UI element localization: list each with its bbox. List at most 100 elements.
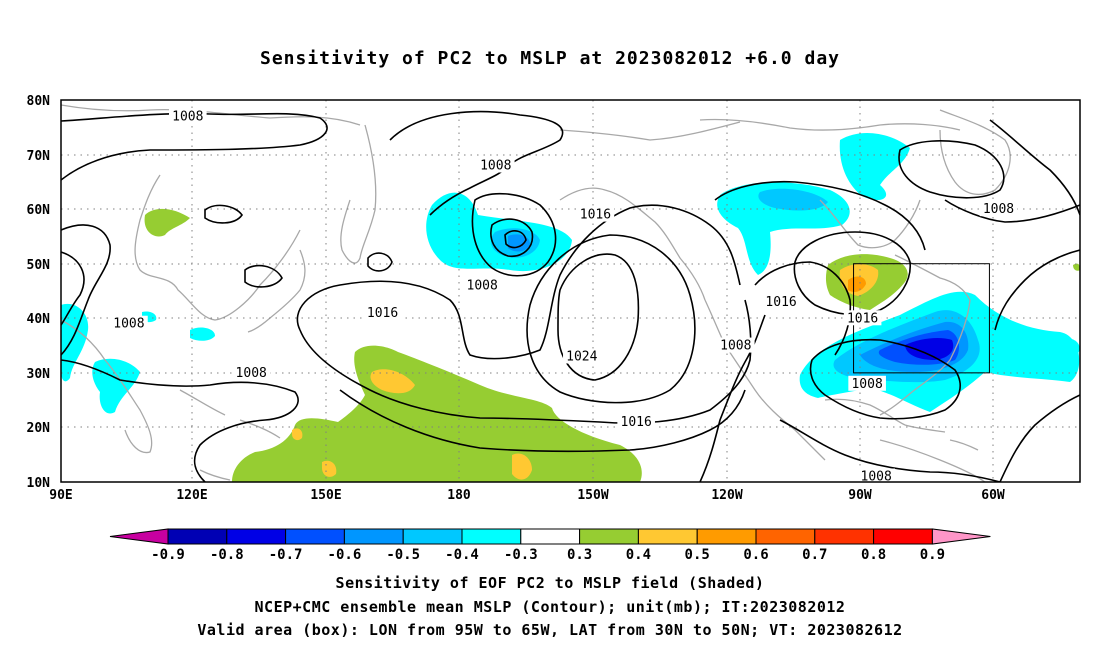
colorbar-swatch: [755, 528, 816, 545]
colorbar-swatch: [343, 528, 404, 545]
coast-alaska: [559, 187, 706, 301]
contour-label-bg: [979, 201, 1018, 217]
shade-pos-pacific-yellow4: [292, 428, 303, 441]
contour-1008-asia-loop: [204, 204, 243, 224]
contour-1016-atlantic-high: [999, 394, 1080, 482]
contour-label-bg: [717, 337, 755, 353]
colorbar-label: 0.6: [743, 547, 768, 563]
contour-label: 1008: [467, 279, 498, 294]
lat-label: 60N: [27, 203, 51, 218]
colorbar-swatch: [873, 528, 933, 545]
coast-asia-east: [134, 174, 301, 321]
coast-na-west: [704, 299, 826, 461]
caption-valid-area: Valid area (box): LON from 95W to 65W, L…: [197, 621, 903, 639]
contour-label-bg: [463, 277, 501, 293]
colorbar-swatch: [226, 528, 287, 545]
colorbar-label: -0.5: [386, 547, 420, 563]
contour-label: 1008: [236, 366, 267, 381]
contour-label-bg: [476, 157, 515, 173]
colorbar-label: -0.9: [151, 547, 185, 563]
plot-title: Sensitivity of PC2 to MSLP at 2023082012…: [259, 48, 840, 69]
contour-1016-canada: [754, 261, 852, 356]
contour-label: 1008: [172, 109, 203, 124]
colorbar-low-arrow: [109, 528, 169, 545]
contour-label: 1008: [983, 202, 1014, 217]
coast-asia-north: [61, 104, 361, 126]
longitude-labels: 90E 120E 150E 180 150W 120W 90W 60W: [49, 488, 1005, 503]
contour-1016-npacific2: [299, 299, 752, 424]
caption-contour: NCEP+CMC ensemble mean MSLP (Contour); u…: [254, 598, 846, 616]
coast-islands: [179, 389, 281, 481]
contour-label: 1016: [621, 415, 652, 430]
colorbar-swatch: [520, 528, 581, 545]
contour-1008-gulf: [809, 338, 961, 420]
lon-label: 180: [447, 488, 471, 503]
contour-label-bg: [617, 413, 655, 429]
coast-caribbean: [904, 424, 979, 451]
shade-neg-east: [1060, 338, 1080, 356]
contour-label-bg: [169, 108, 207, 124]
colorbar-label: 0.3: [567, 547, 592, 563]
contour-1008-greenland-loop: [898, 140, 1005, 199]
lat-label: 70N: [27, 149, 51, 164]
coastlines: [61, 104, 1011, 482]
contour-1024-high: [557, 253, 640, 381]
colorbar: -0.9 -0.8 -0.7 -0.6 -0.5 -0.4 -0.3 0.3 0.4 0.5 0.6…: [109, 528, 991, 563]
lat-label: 50N: [27, 258, 51, 273]
colorbar-label: -0.4: [445, 547, 479, 563]
lat-label: 10N: [27, 476, 51, 491]
contour-1008-asia-loop2: [244, 264, 283, 288]
lon-label: 150W: [577, 488, 608, 503]
contour-1024-high-outer: [526, 234, 696, 404]
contour-1008-asia-loop3: [367, 252, 393, 272]
contour-label: 1008: [480, 158, 511, 173]
shade-pos-pacific-yellow2: [512, 453, 532, 480]
shade-neg-seasia-2: [92, 358, 140, 414]
contour-label-bg: [363, 304, 402, 320]
contour-label-bg: [848, 375, 886, 391]
coast-na-east: [879, 254, 971, 416]
lon-label: 150E: [310, 488, 341, 503]
coast-alaska-north: [559, 121, 741, 141]
contour-label: 1016: [847, 311, 878, 326]
lon-label: 120W: [711, 488, 742, 503]
contour-label-bg: [563, 348, 601, 364]
colorbar-label: -0.6: [328, 547, 362, 563]
contour-label: 1016: [367, 306, 398, 321]
mslp-contours: [61, 110, 1080, 482]
colorbar-swatch: [402, 528, 463, 545]
shade-neg-seasia-3: [190, 327, 215, 341]
lat-label: 30N: [27, 367, 51, 382]
colorbar-swatch: [696, 528, 757, 545]
colorbar-swatch: [461, 528, 522, 545]
map-frame: [60, 99, 1081, 483]
contour-label: 1008: [720, 339, 751, 354]
lat-label: 20N: [27, 421, 51, 436]
contour-label-bg: [576, 206, 615, 222]
colorbar-high-arrow: [931, 528, 991, 545]
contour-label: 1008: [851, 377, 882, 392]
colorbar-label: 0.7: [802, 547, 827, 563]
shade-neg-atlantic-4: [905, 337, 954, 360]
contour-1008-lowcenter-inner: [490, 218, 534, 257]
colorbar-swatch: [637, 528, 698, 545]
shade-neg-greenland: [839, 133, 910, 201]
contour-label-bg: [762, 293, 800, 309]
contour-label: 1008: [861, 470, 892, 485]
lon-label: 120E: [176, 488, 207, 503]
contour-labels: 1008 1008 1016 1008 1016 1008 1024 1008 1016 1016…: [110, 108, 1018, 485]
contour-1016-subtrop-atl: [779, 419, 1001, 482]
shade-pos-siberia: [144, 208, 190, 237]
contour-1008-seasia: [61, 359, 299, 482]
contour-1016-na-low: [793, 231, 911, 316]
colorbar-swatch: [579, 528, 639, 545]
contour-1008-lowcenter: [471, 192, 557, 277]
latitude-labels: 80N 70N 60N 50N 40N 30N 20N 10N: [27, 94, 51, 491]
sensitivity-shading: [61, 133, 1080, 482]
contour-1008-aleutian: [389, 110, 564, 216]
contour-label: 1008: [113, 317, 144, 332]
contour-1008-eastpac: [699, 314, 766, 482]
lat-label: 40N: [27, 312, 51, 327]
contour-label: 1016: [580, 208, 611, 223]
